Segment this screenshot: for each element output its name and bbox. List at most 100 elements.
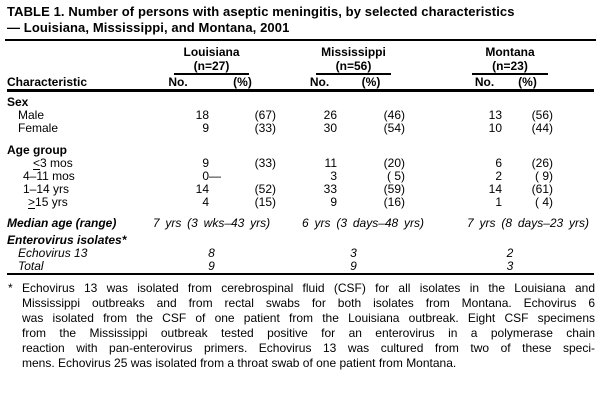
spacer-cell [405, 183, 467, 196]
cell-pct: (16) [383, 195, 405, 209]
cell-pct: ( 9) [535, 169, 553, 183]
row-label-text: 3 mos [40, 156, 73, 170]
cell-no: 6 [495, 156, 502, 170]
spacer-cell [553, 109, 594, 122]
section-row-age-group: Age group [7, 135, 594, 157]
cell-median-louisiana: 7 yrs (3 wks–43 yrs) [152, 216, 271, 230]
cell-no: 10 [488, 121, 502, 135]
table-title: TABLE 1. Number of persons with aseptic … [7, 4, 595, 35]
group-n-louisiana: (n=27) [173, 59, 250, 75]
spacer-cell [553, 196, 594, 209]
subheader-no-mississippi: No. [309, 75, 330, 89]
group-name-louisiana: Louisiana [183, 45, 240, 59]
row-label: Echovirus 13 [18, 246, 88, 260]
cell-no: 13 [488, 108, 502, 122]
spacer-cell [553, 122, 594, 135]
footnote-asterisk: * [8, 281, 13, 295]
cell-median-mississippi: 6 yrs (3 days–48 yrs) [302, 216, 425, 230]
spacer-cell [276, 122, 302, 135]
cell-no: 14 [195, 182, 209, 196]
section-label: Enterovirus isolates* [7, 233, 127, 247]
table-title-line2: — Louisiana, Mississippi, and Montana, 2… [7, 19, 290, 35]
spacer-cell [405, 43, 467, 91]
cell-no: 9 [330, 195, 337, 209]
cell-pct: (56) [531, 108, 553, 122]
cell-pct: (52) [254, 182, 276, 196]
cell-no: 9 [202, 121, 209, 135]
table-row-age-le3: <3 mos 9 (33) 11 (20) 6 (26) [7, 157, 594, 170]
cell-pct: (33) [254, 156, 276, 170]
spacer-cell [553, 157, 594, 170]
spacer-cell [276, 196, 302, 209]
cell-isolates-montana: 2 [506, 246, 514, 260]
subheader-pct-mississippi: (%) [361, 75, 381, 89]
header-sub-row: No. (%) No. (%) No. (%) [7, 75, 594, 91]
spacer-cell [405, 157, 467, 170]
cell-no: 1 [495, 195, 502, 209]
cell-pct: (67) [254, 108, 276, 122]
cell-pct: (20) [383, 156, 405, 170]
lte-sign: < [33, 156, 41, 170]
cell-no: 18 [195, 108, 209, 122]
table-row-age-4-11: 4–11 mos 0 — 3 ( 5) 2 ( 9) [7, 170, 594, 183]
cell-pct: (54) [383, 121, 405, 135]
row-label: 1–14 yrs [23, 182, 70, 196]
cell-no: 9 [202, 156, 209, 170]
cell-isolates-montana: 3 [506, 259, 514, 273]
spacer-cell [276, 183, 302, 196]
spacer-cell [276, 247, 302, 260]
cell-no: 30 [323, 121, 337, 135]
spacer-cell [405, 122, 467, 135]
cell-isolates-louisiana: 8 [208, 246, 215, 260]
table-body: Sex Male 18 (67) 26 (46) 13 (56) Female … [7, 91, 594, 274]
cell-no: 26 [323, 108, 337, 122]
table-row-age-ge15: >15 yrs 4 (15) 9 (16) 1 ( 4) [7, 196, 594, 209]
spacer-cell [405, 247, 467, 260]
header-group-row: Characteristic Louisiana (n=27) Mississi… [7, 43, 594, 89]
cell-pct: (61) [531, 182, 553, 196]
group-name-montana: Montana [485, 45, 535, 59]
cell-isolates-mississippi: 3 [350, 246, 357, 260]
group-n-mississippi: (n=56) [315, 59, 392, 75]
row-label: Median age (range) [7, 216, 117, 230]
cell-pct: (33) [254, 121, 276, 135]
cell-no: 2 [495, 169, 502, 183]
group-n-montana: (n=23) [472, 59, 548, 75]
spacer-cell [553, 183, 594, 196]
footnote-line: from the Mississippi outbreak tested pos… [22, 325, 595, 340]
cell-pct-dash: — [209, 169, 221, 183]
cell-no: 4 [202, 195, 209, 209]
spacer-cell [276, 170, 302, 183]
subheader-no-montana: No. [474, 75, 495, 89]
row-label-text: 15 yrs [35, 195, 68, 209]
cell-pct: (15) [254, 195, 276, 209]
row-label: 4–11 mos [23, 169, 75, 183]
cell-no: 3 [330, 169, 337, 183]
row-label: >15 yrs [7, 196, 147, 209]
cell-no: 33 [323, 182, 337, 196]
subheader-no-louisiana: No. [168, 75, 188, 89]
table-title-line1: TABLE 1. Number of persons with aseptic … [7, 4, 515, 19]
footnote: * Echovirus 13 was isolated from cerebro… [7, 281, 595, 370]
footnote-line: mens. Echovirus 25 was isolated from a t… [22, 355, 457, 370]
group-name-mississippi: Mississippi [321, 45, 386, 59]
table-row-age-1-14: 1–14 yrs 14 (52) 33 (59) 14 (61) [7, 183, 594, 196]
row-label: Female [18, 121, 59, 135]
spacer-cell [553, 43, 594, 91]
cell-pct: (44) [531, 121, 553, 135]
column-group-montana: Montana (n=23) [467, 43, 553, 75]
footnote-line: was isolated from the CSF of one patient… [22, 310, 595, 325]
footnote-line: reaction with pan-enterovirus primers. E… [22, 340, 595, 355]
cell-no: 0 [202, 169, 209, 183]
cell-pct: ( 4) [535, 195, 553, 209]
table-row-median-age: Median age (range) 7 yrs (3 wks–43 yrs) … [7, 209, 594, 230]
subheader-pct-montana: (%) [518, 75, 537, 89]
section-row-enterovirus: Enterovirus isolates* [7, 230, 594, 247]
cell-pct: ( 5) [387, 169, 405, 183]
cell-pct: (46) [383, 108, 405, 122]
table-row-male: Male 18 (67) 26 (46) 13 (56) [7, 109, 594, 122]
section-row-sex: Sex [7, 91, 594, 110]
column-header-characteristic: Characteristic [7, 75, 88, 89]
spacer-cell [553, 170, 594, 183]
